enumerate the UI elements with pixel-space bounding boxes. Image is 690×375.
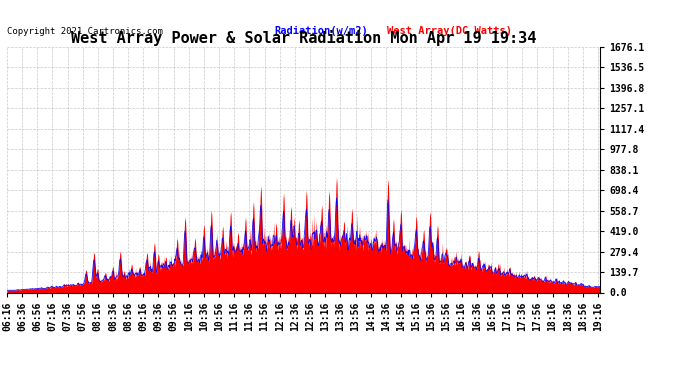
Title: West Array Power & Solar Radiation Mon Apr 19 19:34: West Array Power & Solar Radiation Mon A…: [71, 30, 536, 46]
Text: West Array(DC Watts): West Array(DC Watts): [386, 26, 512, 36]
Text: Copyright 2021 Cartronics.com: Copyright 2021 Cartronics.com: [7, 27, 163, 36]
Text: Radiation(w/m2): Radiation(w/m2): [274, 26, 368, 36]
